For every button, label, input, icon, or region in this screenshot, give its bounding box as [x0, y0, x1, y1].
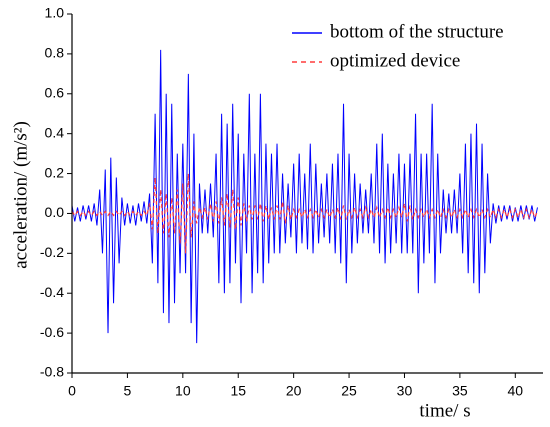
- y-tick-label: 0.4: [45, 124, 65, 140]
- y-tick-label: 1.0: [45, 5, 65, 21]
- x-tick-label: 0: [68, 383, 76, 399]
- y-tick-label: 0.6: [45, 84, 65, 100]
- x-tick-label: 25: [341, 383, 357, 399]
- y-tick-label: -0.6: [40, 324, 64, 340]
- y-tick-label: 0.2: [45, 164, 65, 180]
- data-line: [71, 173, 539, 254]
- x-tick-label: 20: [286, 383, 302, 399]
- data-line: [71, 49, 538, 344]
- legend-label: optimized device: [330, 50, 460, 71]
- x-tick-label: 10: [175, 383, 191, 399]
- x-tick-label: 30: [397, 383, 413, 399]
- y-tick-label: -0.4: [40, 284, 64, 300]
- legend-label: bottom of the structure: [330, 21, 504, 42]
- x-tick-label: 35: [452, 383, 468, 399]
- x-axis-label: time/ s: [419, 400, 470, 421]
- x-tick-label: 15: [230, 383, 246, 399]
- y-tick-label: -0.8: [40, 364, 64, 380]
- y-axis-label: acceleration/ (m/s²): [10, 121, 31, 269]
- y-tick-label: 0.8: [45, 45, 65, 61]
- x-tick-label: 40: [508, 383, 524, 399]
- y-tick-label: 0.0: [45, 204, 65, 220]
- y-tick-label: -0.2: [40, 244, 64, 260]
- x-tick-label: 5: [124, 383, 132, 399]
